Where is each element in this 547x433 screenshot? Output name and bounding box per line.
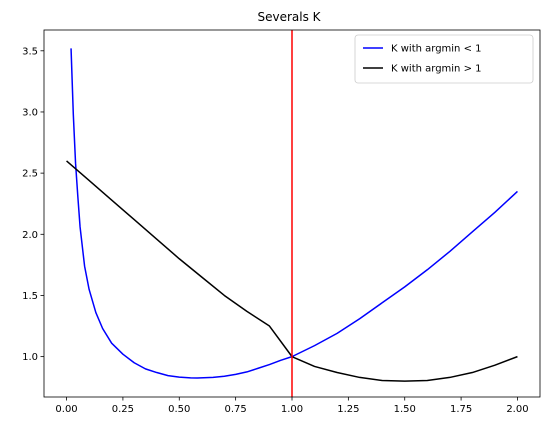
chart-title: Severals K xyxy=(257,10,321,24)
y-tick-label: 3.5 xyxy=(22,46,38,57)
plot-area xyxy=(66,30,518,397)
x-tick-label: 1.50 xyxy=(394,404,416,415)
legend-box xyxy=(354,34,534,84)
x-tick-label: 1.75 xyxy=(450,404,472,415)
axes: 0.00 0.25 0.50 0.75 1.00 1.25 1.50 1.75 2.00 1.0 1… xyxy=(22,29,541,415)
y-tick-label: 2.5 xyxy=(22,169,38,180)
y-tick-label: 3.0 xyxy=(22,107,38,118)
x-tick-label: 1.00 xyxy=(281,404,303,415)
y-tick-label: 1.5 xyxy=(22,291,38,302)
x-tick-label: 0.25 xyxy=(112,404,134,415)
legend-label-1: K with argmin < 1 xyxy=(391,44,482,55)
x-tick-label: 1.25 xyxy=(337,404,359,415)
y-tick-label: 2.0 xyxy=(22,230,38,241)
series-line-1 xyxy=(70,48,518,379)
y-tick-label: 1.0 xyxy=(22,352,38,363)
x-tick-label: 0.50 xyxy=(168,404,190,415)
legend-label-2: K with argmin > 1 xyxy=(391,64,482,75)
x-tick-label: 2.00 xyxy=(506,404,528,415)
legend: K with argmin < 1 K with argmin > 1 xyxy=(354,34,534,84)
x-tick-label: 0.00 xyxy=(55,404,77,415)
x-tick-label: 0.75 xyxy=(225,404,247,415)
